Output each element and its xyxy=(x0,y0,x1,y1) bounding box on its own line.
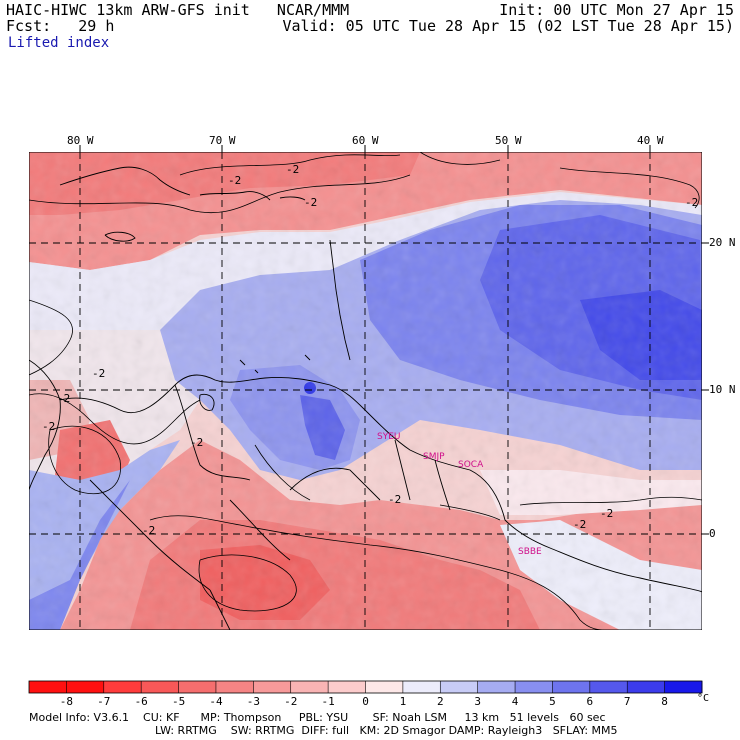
colorbar-tick-label: 8 xyxy=(661,695,668,708)
contour-label: -2 xyxy=(685,196,699,209)
contour-line xyxy=(198,554,297,612)
colorbar-tick-label: 2 xyxy=(436,695,444,708)
header-forecast-hour: Fcst: 29 h xyxy=(6,17,115,35)
colorbar-swatch xyxy=(552,681,591,693)
colorbar-swatch xyxy=(253,681,292,693)
contour-label: -2 xyxy=(142,524,156,537)
footer-model-info: Model Info: V3.6.1 CU: KF MP: Thompson P… xyxy=(29,711,606,724)
colorbar-tick-label: -3 xyxy=(246,695,260,708)
colorbar-tick-label: 1 xyxy=(399,695,407,708)
colorbar-tick-label: -4 xyxy=(209,695,223,708)
colorbar-swatch xyxy=(365,681,404,693)
border-fr-guiana xyxy=(434,459,451,511)
colorbar-tick-label: 4 xyxy=(511,695,519,708)
border-venezuela-colombia xyxy=(174,384,251,481)
coastline-jamaica xyxy=(104,231,136,242)
colorbar-swatch xyxy=(402,681,441,693)
lon-label: 80 W xyxy=(67,134,94,147)
colorbar-tick-label: -6 xyxy=(134,695,148,708)
colorbar-tick-label: -2 xyxy=(284,695,298,708)
contour-line xyxy=(29,174,411,214)
border-peru xyxy=(89,479,211,591)
lon-label: 70 W xyxy=(209,134,236,147)
colorbar-swatch xyxy=(627,681,666,693)
contour-label: -2 xyxy=(600,507,614,520)
colorbar-tick-label: -1 xyxy=(321,695,335,708)
border-brazil-south xyxy=(229,499,291,561)
coastline-lesser-antilles xyxy=(329,239,351,361)
colorbar-swatch xyxy=(664,681,703,693)
coastline-central-america xyxy=(29,359,61,491)
colorbar-tick-label: -7 xyxy=(97,695,111,708)
lat-label: 0 xyxy=(709,527,716,540)
colorbar-swatch xyxy=(290,681,329,693)
header-valid-time: Valid: 05 UTC Tue 28 Apr 15 (02 LST Tue … xyxy=(282,17,734,35)
contour-label: -2 xyxy=(42,420,56,433)
contour-label: -2 xyxy=(388,493,402,506)
station-label: SOCA xyxy=(458,460,484,470)
colorbar-tick-label: 3 xyxy=(474,695,481,708)
colorbar-swatch xyxy=(66,681,105,693)
colorbar-swatch xyxy=(440,681,479,693)
contour-line xyxy=(149,515,606,630)
colorbar-tick-label: -8 xyxy=(59,695,74,708)
colorbar-tick-label: 6 xyxy=(586,695,594,708)
contour-line xyxy=(29,299,73,376)
lat-label: 20 N xyxy=(709,236,736,249)
colorbar-swatch xyxy=(589,681,628,693)
contour-line xyxy=(559,167,700,209)
contour-label: -2 xyxy=(57,392,71,405)
lon-label: 60 W xyxy=(352,134,379,147)
colorbar-swatch xyxy=(103,681,142,693)
colorbar xyxy=(28,680,703,694)
header-field-name: Lifted index xyxy=(8,35,110,51)
station-label: SBBE xyxy=(518,547,542,557)
coastline-puerto-rico xyxy=(279,196,306,201)
colorbar-unit: °C xyxy=(697,693,710,704)
border-suriname xyxy=(394,439,411,501)
coastline-hispaniola xyxy=(199,191,271,201)
contour-label: -2 xyxy=(92,367,106,380)
colorbar-tick-label: 5 xyxy=(549,695,556,708)
station-label: SYEU xyxy=(377,432,401,442)
contour-line xyxy=(419,152,501,165)
contour-line xyxy=(254,444,311,501)
colorbar-tick-label: 0 xyxy=(362,695,369,708)
border-south xyxy=(209,589,231,630)
border-guyana xyxy=(289,467,381,501)
colorbar-swatch xyxy=(215,681,254,693)
lon-label: 50 W xyxy=(495,134,522,147)
footer-physics-info: LW: RRTMG SW: RRTMG DIFF: full KM: 2D Sm… xyxy=(155,724,618,737)
contour-line xyxy=(48,425,122,494)
contour-label: -2 xyxy=(573,518,587,531)
lat-label: 10 N xyxy=(709,383,736,396)
colorbar-tick-label: -5 xyxy=(171,695,186,708)
colorbar-swatch xyxy=(515,681,553,693)
colorbar-swatch xyxy=(29,681,67,693)
coastline-cuba xyxy=(59,166,191,196)
colorbar-swatch xyxy=(178,681,217,693)
colorbar-swatch xyxy=(477,681,516,693)
header-init-time: Init: 00 UTC Mon 27 Apr 15 xyxy=(499,1,734,19)
lon-label: 40 W xyxy=(637,134,664,147)
header-model-title: HAIC-HIWC 13km ARW-GFS init NCAR/MMM xyxy=(6,1,350,19)
colorbar-tick-label: 7 xyxy=(623,695,631,708)
contour-line xyxy=(179,154,401,176)
station-label: SMJP xyxy=(423,452,445,462)
colorbar-swatch xyxy=(141,681,180,693)
contour-label: -2 xyxy=(304,196,318,209)
contour-label: -2 xyxy=(228,174,242,187)
contour-label: -2 xyxy=(190,436,204,449)
colorbar-swatch xyxy=(328,681,366,693)
contour-label: -2 xyxy=(286,163,300,176)
contour-line xyxy=(519,496,702,506)
